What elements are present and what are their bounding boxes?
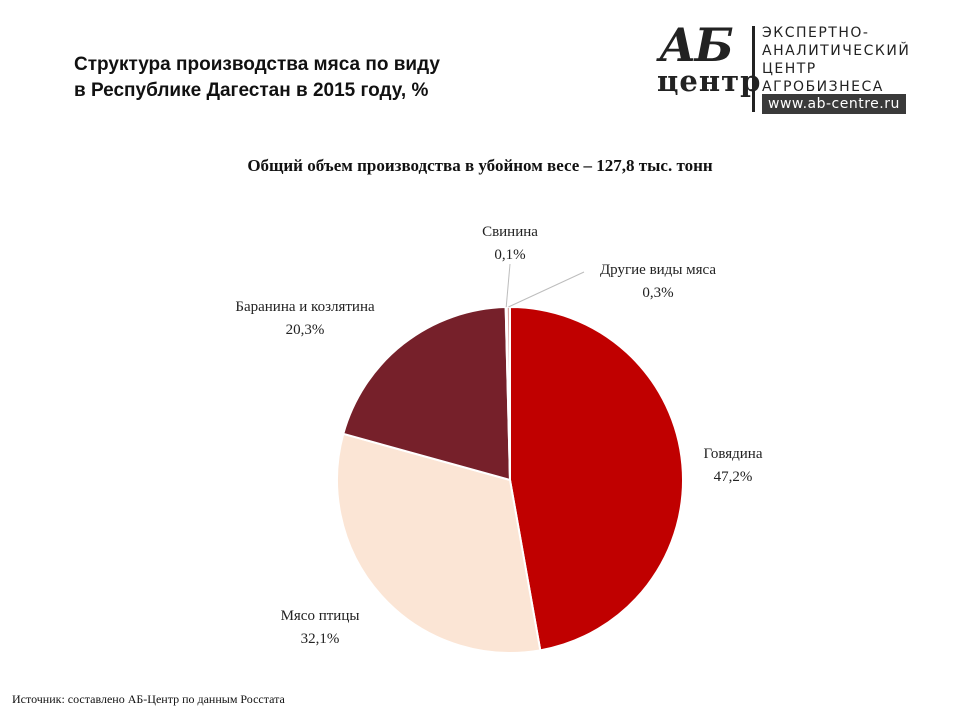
logo-url: www.ab-centre.ru xyxy=(762,94,906,114)
slice-name-label-5: Другие виды мяса xyxy=(600,262,716,278)
chart-subtitle: Общий объем производства в убойном весе … xyxy=(247,156,713,175)
logo-text-line-3: ЦЕНТР xyxy=(762,61,817,77)
page-title: Структура производства мяса по виду в Ре… xyxy=(74,52,594,104)
ab-centre-logo: АБ центр ЭКСПЕРТНО- АНАЛИТИЧЕСКИЙ ЦЕНТР … xyxy=(655,18,925,116)
slice-value-label-5: 0,3% xyxy=(642,285,673,301)
pie-slice-3 xyxy=(342,306,512,482)
logo-text-line-2: АНАЛИТИЧЕСКИЙ xyxy=(762,43,911,59)
leader-line-4 xyxy=(505,263,511,308)
logo-text-line-1: ЭКСПЕРТНО- xyxy=(762,25,870,41)
slice-value-label-3: 20,3% xyxy=(286,322,325,338)
slice-value-label-1: 47,2% xyxy=(714,469,753,485)
logo-mark-ab: АБ xyxy=(659,18,734,72)
slice-name-label-2: Мясо птицы xyxy=(281,608,360,624)
leader-line-5 xyxy=(508,271,585,308)
logo-text: ЭКСПЕРТНО- АНАЛИТИЧЕСКИЙ ЦЕНТР АГРОБИЗНЕ… xyxy=(762,24,910,96)
logo-divider xyxy=(752,26,755,112)
pie-slice-1 xyxy=(509,305,684,652)
slice-name-label-4: Свинина xyxy=(482,224,538,240)
pie-slices xyxy=(336,305,684,654)
source-note: Источник: составлено АБ-Центр по данным … xyxy=(12,692,285,706)
slice-name-label-1: Говядина xyxy=(704,446,763,462)
pie-labels: Говядина 47,2% Мясо птицы 32,1% Баранина и к… xyxy=(235,224,762,647)
slice-value-label-2: 32,1% xyxy=(301,631,340,647)
logo-text-line-4: АГРОБИЗНЕСА xyxy=(762,79,884,95)
slice-name-label-3: Баранина и козлятина xyxy=(235,299,375,315)
page-title-line-1: Структура производства мяса по виду xyxy=(74,54,440,75)
page-title-line-2: в Республике Дагестан в 2015 году, % xyxy=(74,80,429,101)
logo-mark-centr: центр xyxy=(657,64,762,98)
slice-value-label-4: 0,1% xyxy=(494,247,525,263)
logo-mark: АБ центр xyxy=(655,18,760,114)
pie-leader-lines xyxy=(505,263,585,308)
pie-slice-2 xyxy=(336,432,542,654)
